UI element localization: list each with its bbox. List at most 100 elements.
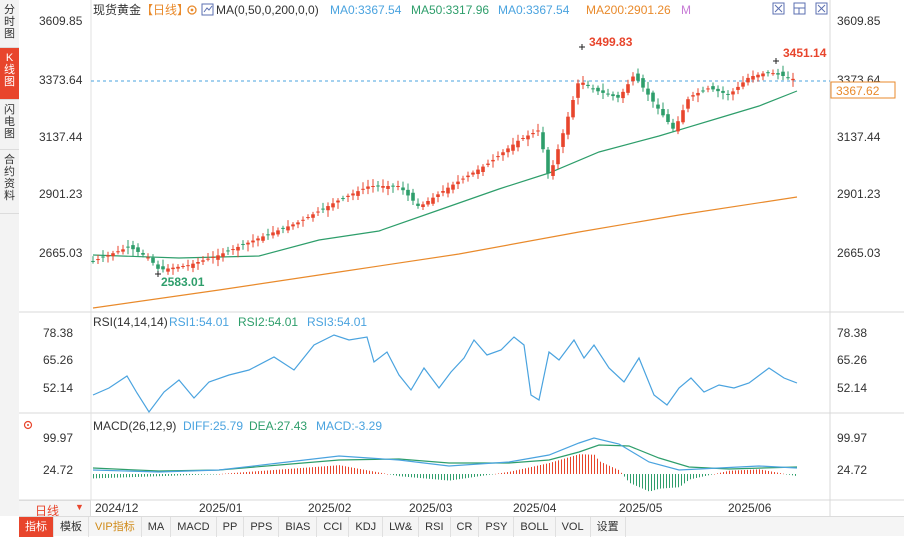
macd-bar: [294, 468, 295, 474]
rsi-path: [92, 334, 798, 414]
candle-body: [396, 186, 400, 187]
layout-icon[interactable]: [793, 2, 806, 15]
candle-body: [236, 246, 240, 251]
candle-body: [656, 104, 660, 109]
toolbar-item-templates[interactable]: 模板: [54, 516, 89, 537]
candle-body: [591, 88, 595, 90]
toolbar-item-rsi[interactable]: RSI: [419, 516, 451, 537]
macd-bar: [792, 474, 793, 476]
macd-bar: [426, 474, 427, 479]
macd-bar: [609, 465, 610, 474]
macd-bar: [648, 474, 649, 492]
tab-flash-chart[interactable]: 闪电图: [0, 100, 19, 150]
toolbar-item-indicators[interactable]: 指标: [19, 516, 54, 537]
toolbar-item-psy[interactable]: PSY: [479, 516, 515, 537]
candle-body: [611, 94, 615, 97]
macd-bar: [690, 474, 691, 480]
indicator-toolbar: 指标 模板 VIP指标 MA MACD PP PPS BIAS CCI KDJ …: [19, 516, 904, 537]
macd-bar: [150, 474, 151, 477]
ytick-left-2: 3137.44: [39, 130, 83, 144]
macd-bar: [237, 472, 238, 474]
macd-bar: [522, 468, 523, 474]
macd-bar: [447, 474, 448, 481]
macd-bar: [192, 474, 193, 475]
macd-bar: [267, 470, 268, 474]
toolbar-item-cr[interactable]: CR: [451, 516, 480, 537]
current-price-tag: [830, 81, 896, 99]
macd-bar: [729, 470, 730, 474]
macd-diff-value: DIFF:25.79: [183, 419, 243, 433]
toolbar-item-macd[interactable]: MACD: [171, 516, 217, 537]
macd-bar: [354, 467, 355, 474]
candle-body: [586, 84, 590, 86]
macd-bar: [213, 474, 214, 475]
macd-bar: [780, 473, 781, 474]
toolbar-item-vol[interactable]: VOL: [556, 516, 591, 537]
macd-bar: [111, 474, 112, 478]
candle-body: [356, 191, 360, 196]
candle-body: [701, 90, 705, 92]
fullscreen-icon[interactable]: [772, 2, 785, 15]
toolbar-item-boll[interactable]: BOLL: [514, 516, 556, 537]
candle-body: [326, 206, 330, 211]
macd-bar: [738, 470, 739, 474]
toolbar-item-ma[interactable]: MA: [142, 516, 172, 537]
macd-bar: [519, 469, 520, 474]
toolbar-item-bias[interactable]: BIAS: [279, 516, 318, 537]
candle-body: [391, 185, 395, 187]
kline-chart[interactable]: 现货黄金 【日线】 MA(0,50,0,200,0,0) MA0:3367.54…: [19, 0, 904, 516]
toolbar-item-pp[interactable]: PP: [217, 516, 245, 537]
toolbar-item-kdj[interactable]: KDJ: [349, 516, 384, 537]
macd-bar: [291, 468, 292, 474]
tab-contract-info[interactable]: 合约资料: [0, 150, 19, 214]
macd-bar: [177, 474, 178, 476]
macd-bar: [507, 472, 508, 474]
macd-bar: [396, 474, 397, 476]
macd-bar: [660, 474, 661, 489]
gear-icon[interactable]: [187, 5, 197, 15]
candle-body: [601, 90, 605, 93]
toolbar-item-pps[interactable]: PPS: [244, 516, 280, 537]
candle-body: [406, 189, 410, 196]
candle-body: [446, 187, 450, 194]
macd-ytick-right-1: 24.72: [837, 463, 867, 477]
macd-bar: [279, 469, 280, 474]
candle-body: [276, 230, 280, 235]
macd-bar: [372, 471, 373, 474]
macd-bar: [390, 474, 391, 475]
toolbar-item-lw[interactable]: LW&: [383, 516, 420, 537]
close-icon[interactable]: [815, 2, 828, 15]
ma200-path: [92, 196, 798, 309]
xtick-2: 2025/02: [308, 501, 352, 515]
candle-body: [156, 264, 160, 269]
macd-bar: [345, 466, 346, 474]
candle-body: [791, 78, 795, 81]
macd-bar: [399, 474, 400, 477]
indicator-settings-icon[interactable]: [23, 420, 33, 430]
macd-bar: [531, 466, 532, 474]
ma0-value: MA0:3367.54: [330, 3, 402, 17]
macd-bar: [201, 474, 202, 475]
toolbar-item-vip[interactable]: VIP指标: [89, 516, 142, 537]
macd-dea-path: [92, 444, 798, 472]
candle-body: [786, 77, 790, 79]
candle-body: [751, 76, 755, 80]
toolbar-item-cci[interactable]: CCI: [317, 516, 350, 537]
macd-bar: [552, 462, 553, 474]
tab-k-chart[interactable]: K线图: [0, 48, 19, 100]
macd-bar: [117, 474, 118, 478]
macd-bar: [630, 474, 631, 484]
candle-body: [526, 135, 530, 140]
candle-body: [416, 203, 420, 206]
toolbar-item-settings[interactable]: 设置: [591, 516, 626, 537]
candle-body: [311, 214, 315, 218]
settings-box-icon[interactable]: [201, 3, 214, 16]
macd-ytick-right-0: 99.97: [837, 431, 867, 445]
macd-bar: [588, 454, 589, 474]
period-selector[interactable]: 日线 ▼: [19, 500, 91, 518]
macd-bar: [438, 474, 439, 480]
tab-time-chart[interactable]: 分时图: [0, 0, 19, 48]
candle-body: [471, 172, 475, 175]
macd-bar: [678, 474, 679, 488]
macd-bar: [336, 465, 337, 474]
